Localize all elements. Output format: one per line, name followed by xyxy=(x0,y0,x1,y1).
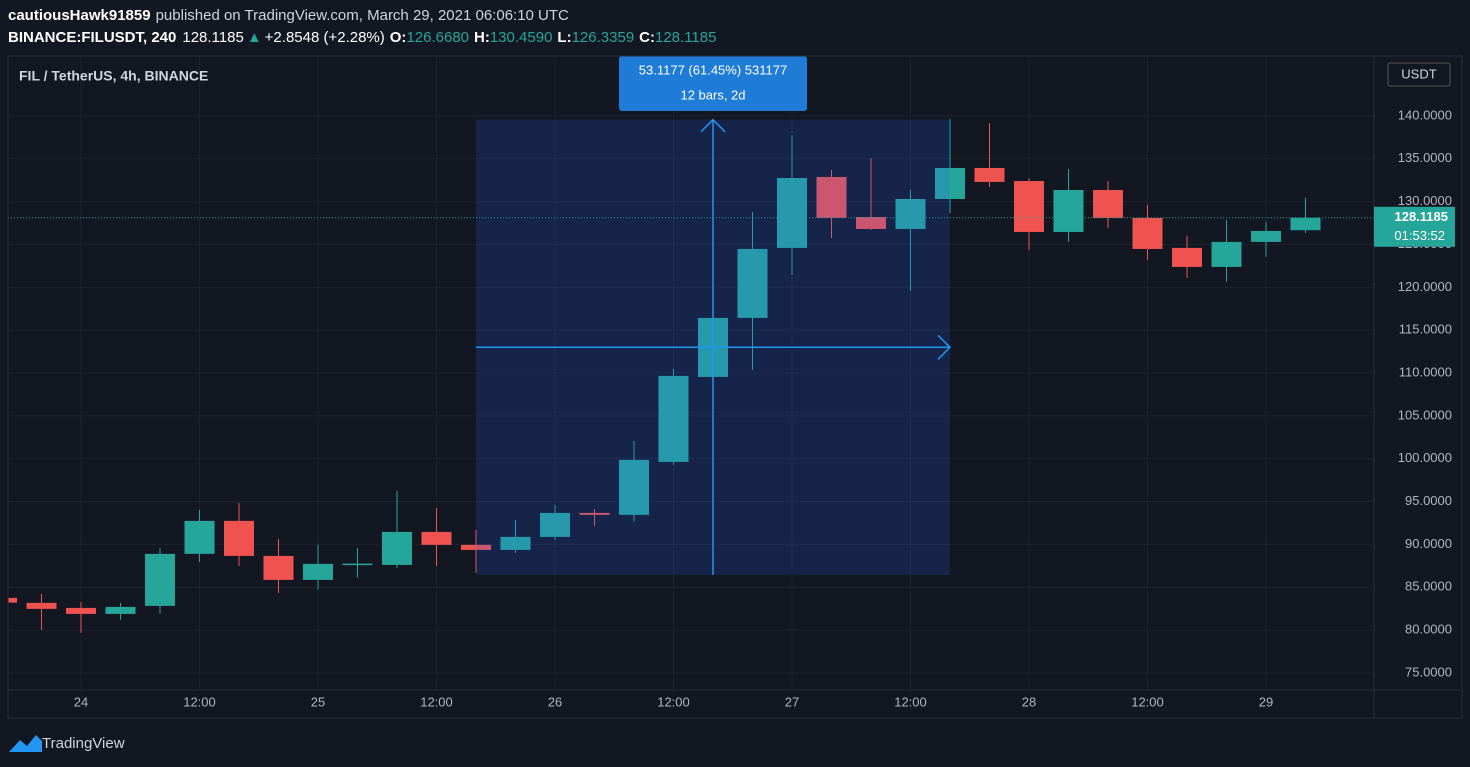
candle-body xyxy=(540,512,570,537)
measure-detail: 12 bars, 2d xyxy=(680,87,745,102)
candle-body xyxy=(974,167,1005,182)
grid xyxy=(8,56,1374,690)
y-tick-label: 130.0000 xyxy=(1398,193,1452,208)
ohlc-value: 126.6680 xyxy=(406,29,469,46)
candle-body xyxy=(1251,230,1281,242)
candle-body xyxy=(1093,189,1123,218)
y-tick-label: 120.0000 xyxy=(1398,279,1452,294)
y-tick-label: 90.0000 xyxy=(1405,536,1452,551)
candle-body xyxy=(26,602,57,609)
symbol: BINANCE:FILUSDT, 240 xyxy=(8,29,176,46)
candle-body xyxy=(856,216,886,229)
candle-body xyxy=(461,544,491,550)
candle-body xyxy=(1172,247,1202,267)
measure-text: 53.1177 (61.45%) 531177 xyxy=(639,62,787,77)
author: cautiousHawk91859 xyxy=(8,7,151,24)
ohlc-label: L: xyxy=(557,29,571,46)
y-tick-label: 85.0000 xyxy=(1405,579,1452,594)
candle-body xyxy=(224,520,254,556)
y-tick-label: 140.0000 xyxy=(1398,107,1452,122)
ohlc-value: 130.4590 xyxy=(490,29,553,46)
x-tick-label: 25 xyxy=(311,694,325,709)
ohlc-label: O: xyxy=(390,29,407,46)
candle-body xyxy=(935,167,965,199)
candle-body xyxy=(1053,189,1084,232)
candles xyxy=(8,118,1374,633)
candle-body xyxy=(658,375,689,462)
candle-body xyxy=(1132,217,1163,249)
candle-body xyxy=(382,531,412,565)
chart-title: FIL / TetherUS, 4h, BINANCE xyxy=(19,68,208,84)
last: 128.1185 xyxy=(182,29,243,46)
x-tick-label: 24 xyxy=(74,694,88,709)
ohlc-label: H: xyxy=(474,29,490,46)
currency: USDT xyxy=(1401,66,1436,81)
overlay: 53.1177 (61.45%) 531177 12 bars, 2d xyxy=(476,56,952,575)
y-tick-label: 135.0000 xyxy=(1398,150,1452,165)
footer-logo xyxy=(9,735,42,752)
header-line-2: BINANCE:FILUSDT, 240 128.1185 ▲ +2.8548 (+2… xyxy=(8,29,716,46)
candle-body xyxy=(1014,181,1044,232)
header-line-1: cautiousHawk91859 published on TradingVie… xyxy=(8,7,569,24)
y-tick-label: 110.0000 xyxy=(1399,364,1452,379)
change: +2.8548 (+2.28%) xyxy=(265,29,385,46)
measure-arrow-right xyxy=(937,334,952,360)
chart-frame xyxy=(7,55,1463,719)
candle-body xyxy=(1211,241,1242,267)
x-tick-label: 12:00 xyxy=(894,694,927,709)
x-tick-label: 12:00 xyxy=(183,694,216,709)
candle-body xyxy=(184,520,215,554)
price-tag xyxy=(1374,206,1455,247)
y-tick-label: 95.0000 xyxy=(1405,493,1452,508)
y-tick-label: 80.0000 xyxy=(1405,621,1452,636)
x-tick-label: 12:00 xyxy=(420,694,453,709)
candle-body xyxy=(579,512,610,515)
candle-body xyxy=(66,607,96,614)
x-tick-label: 28 xyxy=(1022,694,1036,709)
measure-tooltip xyxy=(619,56,807,111)
footer-brand: TradingView xyxy=(42,735,125,752)
ohlc-value: 126.3359 xyxy=(572,29,635,46)
candle-body xyxy=(895,198,926,229)
arrow: ▲ xyxy=(247,29,262,46)
candle-body xyxy=(500,536,531,550)
candle-body xyxy=(816,176,847,218)
countdown: 01:53:52 xyxy=(1394,228,1445,243)
x-tick-label: 26 xyxy=(548,694,562,709)
x-tick-label: 27 xyxy=(785,694,799,709)
x-tick-label: 12:00 xyxy=(657,694,690,709)
y-tick-label: 115.0000 xyxy=(1399,322,1452,337)
currency-box[interactable] xyxy=(1387,62,1451,87)
x-tick-label: 12:00 xyxy=(1131,694,1164,709)
measure-arrow-up xyxy=(700,118,726,133)
candle-body xyxy=(105,606,136,614)
candle-body xyxy=(263,555,294,580)
y-tick-label: 75.0000 xyxy=(1405,664,1452,679)
ohlc-value: 128.1185 xyxy=(655,29,716,46)
candle-body xyxy=(1290,217,1321,231)
candle-body xyxy=(342,563,373,566)
candle-body xyxy=(619,459,649,515)
y-tick-label: 100.0000 xyxy=(1398,450,1452,465)
candle-body xyxy=(777,178,807,248)
candle-body xyxy=(421,531,452,545)
logo-icon xyxy=(9,735,42,752)
price-tag-label: 128.1185 xyxy=(1394,209,1448,224)
candle-body xyxy=(737,248,768,318)
ohlc-label: C: xyxy=(639,29,655,46)
candle-body xyxy=(303,563,333,580)
candle-body xyxy=(145,553,175,606)
x-tick-label: 29 xyxy=(1259,694,1273,709)
published: published on TradingView.com, March 29, … xyxy=(156,7,569,24)
y-tick-label: 105.0000 xyxy=(1398,407,1452,422)
candle-body xyxy=(8,597,17,603)
ohlc: O:126.6680 H:130.4590 L:126.3359 C:128.1185 xyxy=(390,29,717,46)
